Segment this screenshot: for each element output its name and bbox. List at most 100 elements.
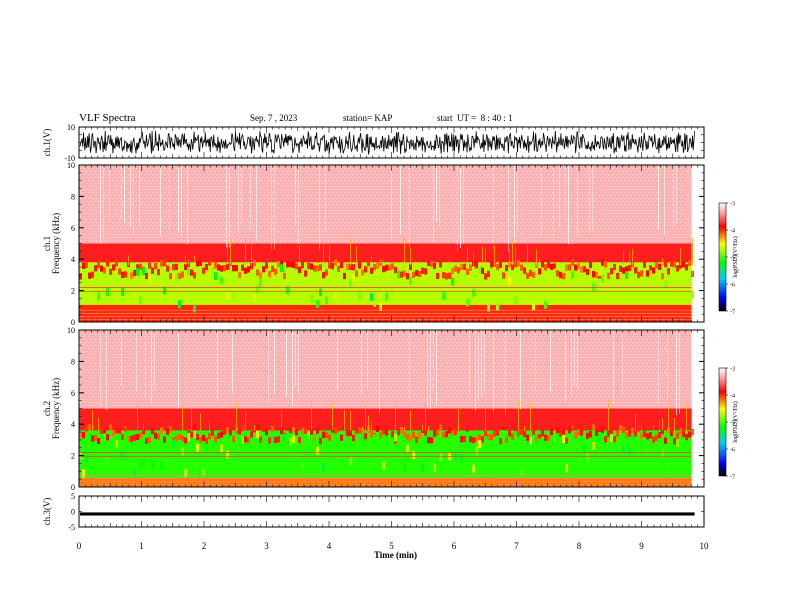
ch2-spectrogram-cell: [610, 427, 613, 434]
ch3-waveform-ytick-label: 0: [71, 508, 75, 517]
ch2-spectrogram-cell: [565, 464, 568, 473]
ch1-spectrogram-spike: [350, 237, 351, 266]
ch1-spectrogram-cell: [532, 302, 535, 311]
ch1-spectrogram-cell: [262, 266, 265, 273]
ch1-spectrogram-cell: [352, 264, 355, 271]
ch1-spectrogram-spike: [536, 249, 537, 266]
ch1-spectrogram-cell: [361, 269, 364, 276]
ch1-spectrogram-cell: [319, 264, 322, 271]
ch2-spectrogram-cell: [226, 427, 229, 434]
ch2-spectrogram-cell: [397, 429, 400, 436]
ch1-spectrogram-cell: [79, 273, 82, 280]
ch2-spectrogram-spike: [371, 422, 372, 431]
ch1-spectrogram-cell: [670, 260, 673, 267]
ch1-spectrogram-cell: [649, 270, 652, 279]
ch1-spectrogram-cell: [487, 303, 490, 312]
ch1-spectrogram-cell: [82, 262, 85, 269]
ch1-spectrogram-cell: [391, 263, 394, 270]
ch1-spectrogram-cell: [577, 263, 580, 270]
ch1-spectrogram-cell: [238, 271, 241, 279]
ch2-spectrogram-cell: [487, 433, 490, 441]
ch1-spectrogram-cell: [349, 263, 352, 271]
ch2-spectrogram-cell: [136, 433, 139, 441]
ch1-spectrogram-cell: [472, 288, 475, 297]
ch2-spectrogram-cell: [550, 428, 553, 435]
ch2-spectrogram-cell: [193, 424, 196, 431]
ch2-spectrogram-cell: [379, 432, 382, 439]
ch2-spectrogram-cell: [520, 428, 523, 435]
ch2-spectrogram-cell: [322, 462, 325, 471]
ch1-spectrogram-cell: [352, 274, 355, 283]
ch2-spectrogram-spike: [92, 410, 93, 431]
ch1-spectrogram-cell: [568, 264, 571, 271]
x-axis-tick-label: 0: [77, 541, 82, 551]
ch1-spectrogram-cell: [373, 298, 376, 307]
ch1-spectrogram-ytick-label: 8: [71, 192, 75, 201]
ch1-spectrogram-cell: [439, 261, 442, 268]
ch2-spectrogram-cell: [556, 426, 559, 434]
ch1-spectrogram-spike: [467, 247, 468, 266]
ch1-spectrogram-cell: [388, 264, 391, 271]
ch1-spectrogram-cell: [94, 265, 97, 272]
ch1-spectrogram-cell: [298, 266, 301, 274]
ch1-spectrogram-cell: [622, 267, 625, 274]
ch2-spectrogram-cell: [667, 466, 670, 475]
ch2-spectrogram-cell: [241, 436, 244, 445]
ch2-spectrogram-cell: [115, 427, 118, 434]
ch2-spectrogram-spike: [365, 405, 366, 431]
ch2-spectrogram-cell: [361, 432, 364, 441]
ch1-spectrogram-spike: [128, 255, 129, 266]
ch2-spectrogram-cell: [481, 436, 484, 443]
ch1-spectrogram-cell: [628, 264, 631, 272]
ch1-spectrogram-cell: [370, 267, 373, 274]
ch1-spectrogram-cell: [106, 260, 109, 267]
ch1-spectrogram-spike: [509, 249, 510, 266]
ch1-spectrogram-cell: [436, 272, 439, 280]
ch2-spectrogram-cell: [349, 457, 352, 466]
ch1-spectrogram-cell: [562, 273, 565, 280]
ch2-spectrogram-cell: [607, 430, 610, 437]
ch2-spectrogram-cell: [631, 427, 634, 434]
x-axis-tick-label: 9: [639, 541, 644, 551]
ch2-spectrogram-cell: [409, 435, 412, 442]
ch2-spectrogram-cell: [172, 439, 175, 448]
ch1-spectrogram-cell: [550, 263, 553, 270]
ch2-spectrogram-cell: [661, 449, 664, 458]
ch2-spectrogram-cell: [256, 424, 259, 431]
ch1-spectrogram-cell: [610, 268, 613, 275]
ch2-spectrogram-cell: [181, 447, 184, 456]
x-axis-tick-label: 2: [202, 541, 207, 551]
ch1-spectrogram-spike: [629, 250, 630, 266]
ch2-spectrogram-cell: [280, 427, 283, 435]
ch1-spectrogram-cell: [358, 262, 361, 269]
ch2-spectrogram-spike: [530, 402, 531, 431]
ch1-spectrogram-cell: [226, 263, 229, 270]
ch1-spectrogram-cell: [625, 266, 628, 273]
ch2-spectrogram-cell: [121, 433, 124, 441]
ch2-spectrogram-band-2: [79, 408, 692, 431]
ch2-spectrogram-cell: [439, 424, 442, 431]
ch2-spectrogram-cell: [265, 429, 268, 436]
ch2-spectrogram-cell: [448, 427, 451, 434]
ch1-spectrogram-cell: [148, 262, 151, 269]
ch2-spectrogram-colorbar-tick-label: -3: [730, 367, 735, 373]
ch1-spectrogram-cell: [592, 271, 595, 278]
ch2-spectrogram-cell: [337, 425, 340, 432]
ch1-spectrogram-cell: [547, 261, 550, 269]
ch2-spectrogram-cell: [184, 437, 187, 444]
ch2-spectrogram-cell: [622, 426, 625, 433]
ch1-spectrogram-colorbar-tick-label: -3: [730, 202, 735, 208]
ch1-spectrogram-spike: [329, 244, 330, 266]
ch2-spectrogram-ytick-label: 0: [71, 483, 75, 492]
ch2-spectrogram-cell: [646, 433, 649, 440]
ch2-spectrogram-cell: [601, 426, 604, 433]
ch1-spectrogram-band-2: [79, 243, 692, 263]
ch1-spectrogram-cell: [688, 259, 691, 267]
ch1-spectrogram-cell: [427, 259, 430, 267]
ch1-spectrogram-cell: [325, 296, 328, 305]
ch2-spectrogram-spike: [281, 410, 282, 431]
ch1-spectrogram-cell: [616, 272, 619, 280]
ch2-spectrogram-cell: [277, 436, 280, 443]
ch1-spectrogram-cell: [406, 273, 409, 280]
ch2-spectrogram-spike: [485, 406, 486, 431]
